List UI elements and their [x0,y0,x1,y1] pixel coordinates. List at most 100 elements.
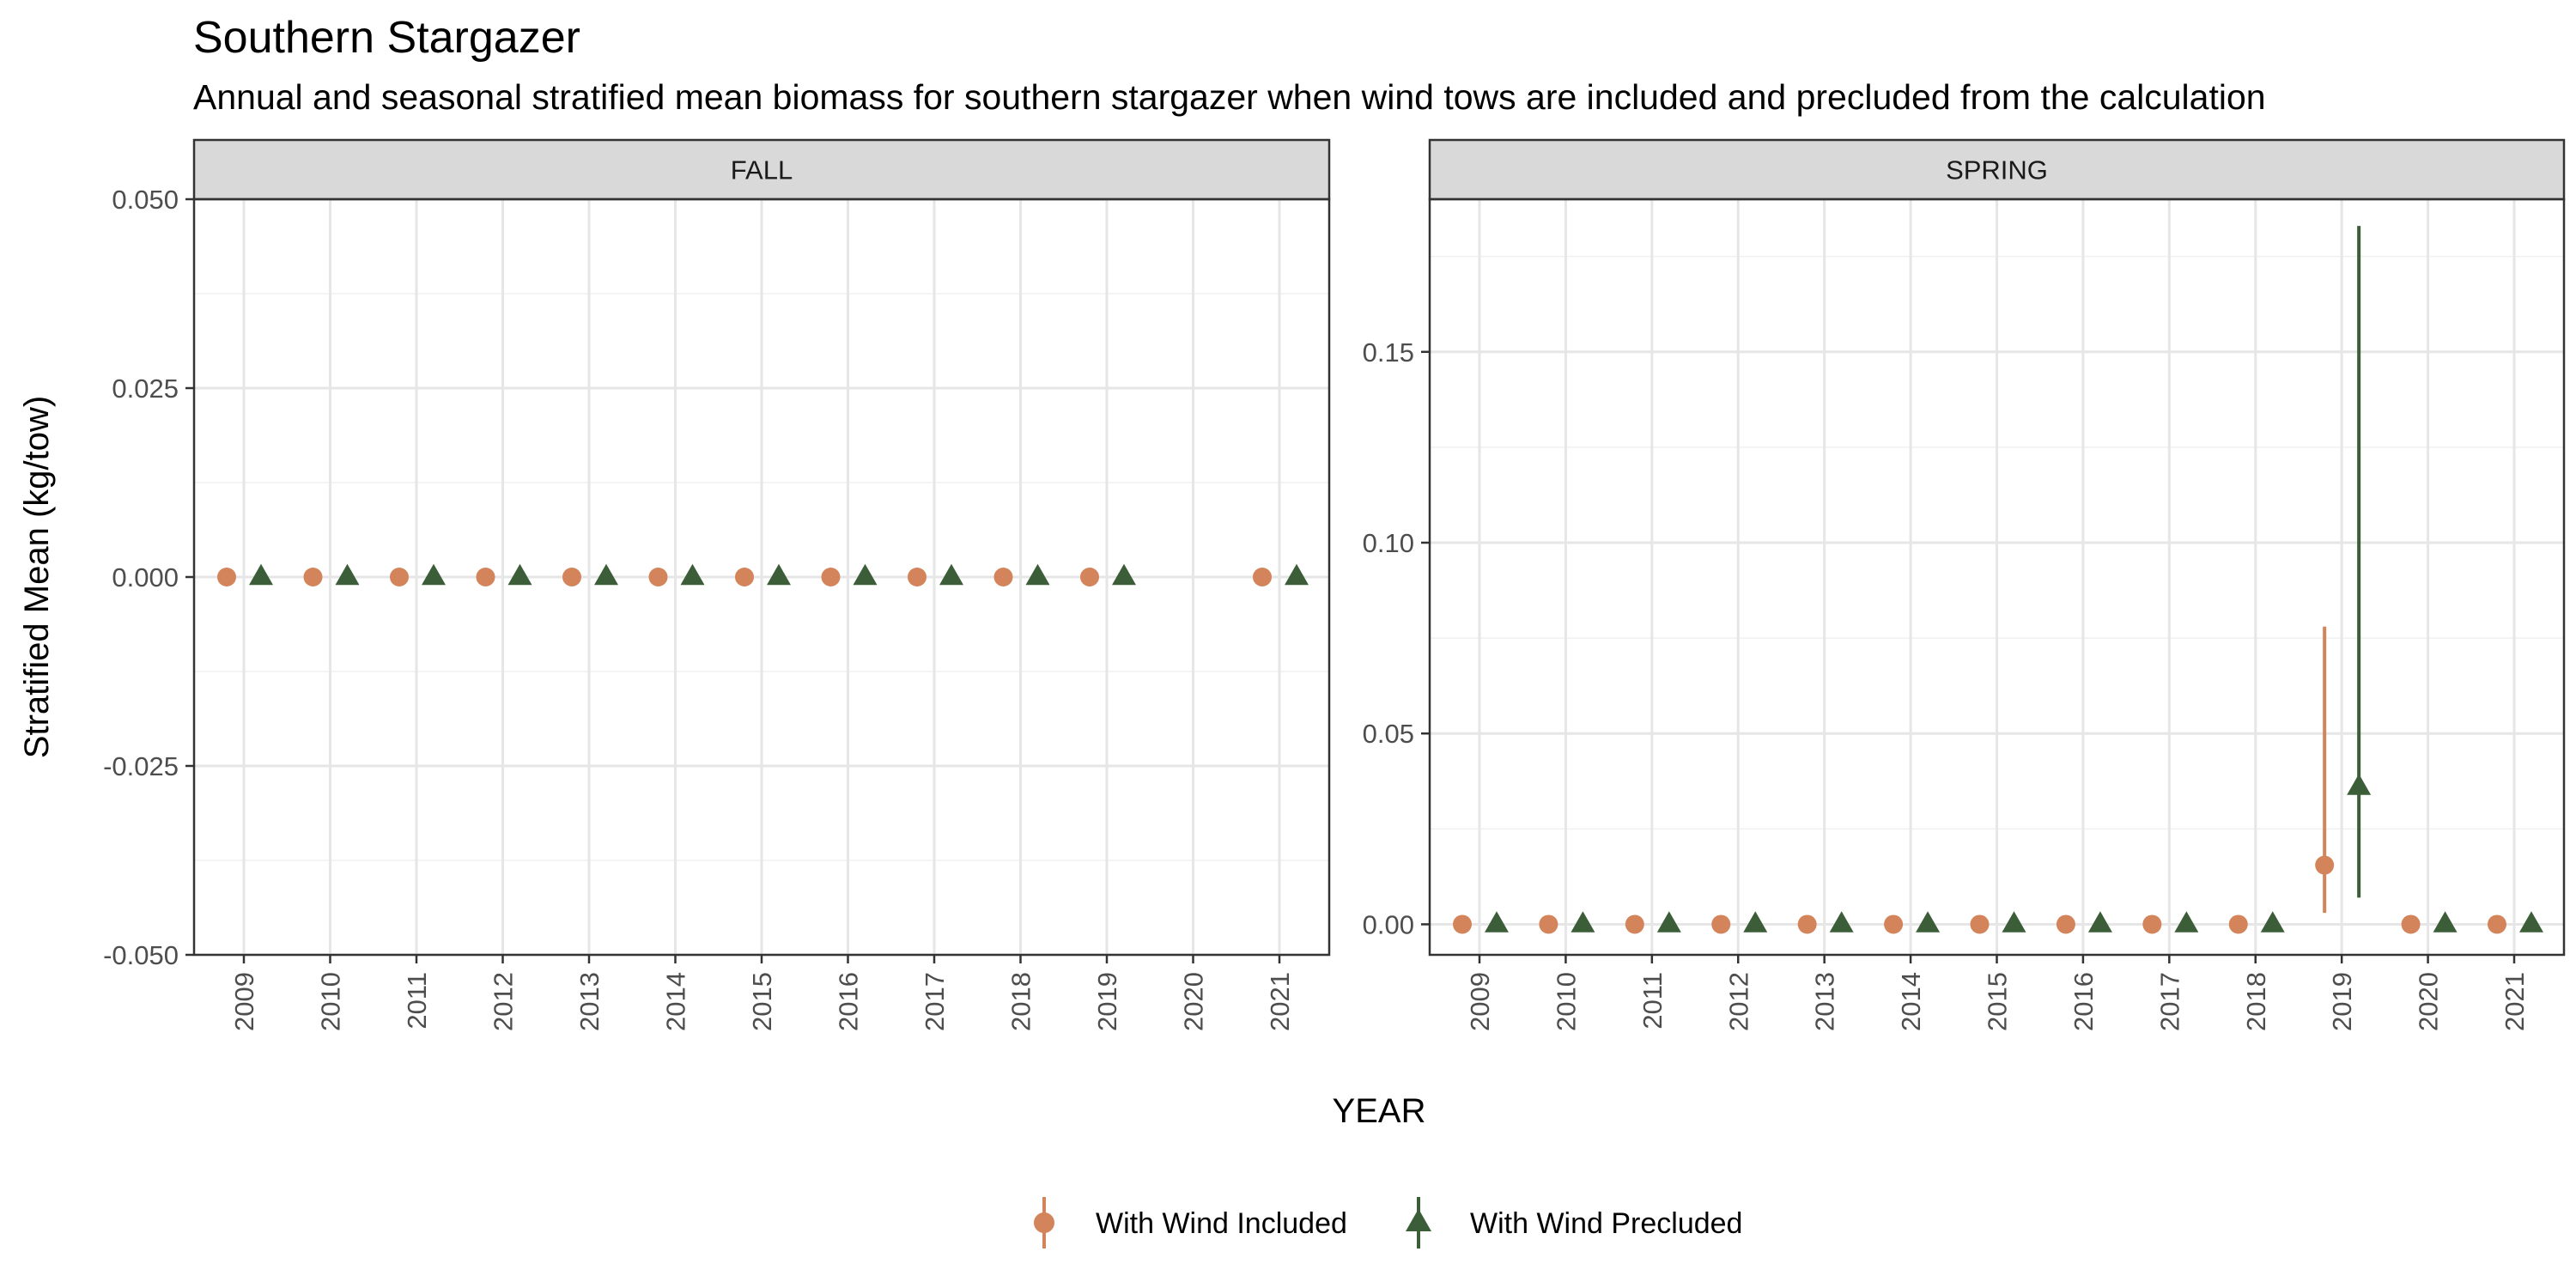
facet-strip [192,138,1331,201]
y-tick-label: 0.10 [1363,528,1414,558]
data-point-with-wind-included [1711,914,1731,934]
data-point-with-wind-included [2488,914,2506,934]
data-point-with-wind-included [562,568,581,586]
data-point-with-wind-precluded [853,563,878,586]
data-point-with-wind-precluded [680,563,705,586]
legend-key-circle [1034,1212,1054,1233]
y-tick-label: 0.15 [1363,337,1414,368]
data-point-with-wind-included [2142,914,2162,934]
y-tick-label: 0.05 [1363,719,1414,749]
x-tick-label: 2009 [229,972,259,1031]
data-point-with-wind-precluded [2174,911,2199,933]
data-point-with-wind-included [2228,914,2248,934]
data-point-with-wind-precluded [2002,911,2026,933]
data-point-with-wind-included [735,568,754,586]
legend-key-triangle [1406,1208,1431,1231]
legend-label: With Wind Included [1096,1207,1347,1240]
x-tick-label: 2014 [661,972,691,1031]
x-tick-label: 2020 [1179,972,1209,1031]
data-point-with-wind-precluded [1571,911,1595,933]
data-point-with-wind-included [1080,568,1099,586]
panel-border [192,197,1331,957]
data-point-with-wind-precluded [594,563,618,586]
data-point-with-wind-included [648,568,668,586]
data-point-with-wind-precluded [1285,563,1309,586]
data-point-with-wind-included [1797,914,1817,934]
data-point-with-wind-precluded [2433,911,2458,933]
data-point-with-wind-precluded [767,563,791,586]
legend-label: With Wind Precluded [1470,1207,1742,1240]
data-point-with-wind-precluded [1829,911,1854,933]
y-tick-label: 0.025 [112,374,179,404]
x-tick-label: 2012 [489,972,519,1031]
data-point-with-wind-included [390,568,409,586]
chart-subtitle: Annual and seasonal stratified mean biom… [193,77,2266,117]
data-point-with-wind-included [217,568,236,586]
data-point-with-wind-precluded [249,563,273,586]
x-tick-label: 2017 [2154,972,2184,1031]
data-point-with-wind-included [2401,914,2421,934]
x-tick-label: 2009 [1465,972,1495,1031]
y-axis-title: Stratified Mean (kg/tow) [18,396,56,758]
facet-label: SPRING [1946,155,2048,185]
data-point-with-wind-precluded [1656,911,1681,933]
x-tick-label: 2011 [1637,972,1668,1030]
data-point-with-wind-included [1453,914,1472,934]
data-point-with-wind-precluded [2519,911,2543,933]
data-point-with-wind-included [993,568,1013,586]
x-tick-label: 2013 [1810,972,1840,1031]
data-point-with-wind-included [1884,914,1904,934]
x-tick-label: 2021 [1265,972,1295,1031]
data-point-with-wind-precluded [1485,911,1509,933]
x-tick-label: 2018 [2241,972,2271,1031]
x-tick-label: 2021 [2500,972,2530,1031]
legend: With Wind Included With Wind Precluded [1034,1197,1742,1249]
data-point-with-wind-included [1970,914,1990,934]
data-point-with-wind-included [908,568,927,586]
panel-border [1428,197,2566,957]
facet-label: FALL [731,155,793,185]
y-tick-label: 0.00 [1363,909,1414,939]
data-point-with-wind-included [1625,914,1644,934]
data-point-with-wind-precluded [335,563,360,586]
x-tick-label: 2019 [1092,972,1122,1031]
x-tick-label: 2015 [747,972,777,1031]
data-point-with-wind-included [2056,914,2075,934]
data-point-with-wind-precluded [939,563,963,586]
x-tick-label: 2016 [2069,972,2099,1031]
y-tick-label: -0.025 [103,751,179,781]
data-point-with-wind-precluded [1025,563,1050,586]
x-tick-label: 2011 [402,972,432,1030]
data-point-with-wind-included [821,568,841,586]
data-point-with-wind-precluded [2260,911,2285,933]
chart-title: Southern Stargazer [193,13,580,63]
data-point-with-wind-precluded [507,563,532,586]
data-point-with-wind-precluded [1743,911,1768,933]
x-tick-label: 2013 [574,972,605,1031]
x-axis-title: YEAR [1333,1092,1426,1130]
panel-fall: -0.050 -0.025 0.000 0.025 0.050 2009 2010 2011 2… [103,138,1331,1031]
data-point-with-wind-precluded [2087,911,2112,933]
data-point-with-wind-precluded [1916,911,1941,933]
data-point-with-wind-included [303,568,323,586]
data-point-with-wind-included [1253,568,1272,586]
x-tick-label: 2016 [834,972,864,1031]
data-point-with-wind-precluded [1112,563,1136,586]
data-point-with-wind-included [1539,914,1558,934]
data-point-with-wind-precluded [422,563,446,586]
x-tick-label: 2018 [1006,972,1036,1031]
data-point-with-wind-included [2315,855,2335,875]
y-tick-label: 0.000 [112,562,179,592]
data-point-with-wind-precluded [2347,774,2372,795]
y-tick-label: 0.050 [112,185,179,215]
x-tick-label: 2020 [2414,972,2444,1031]
x-tick-label: 2010 [1551,972,1581,1031]
x-tick-label: 2012 [1723,972,1753,1031]
y-tick-label: -0.050 [103,940,179,970]
panel-spring: 0.00 0.05 0.10 0.15 2009 2010 2011 2012 2013 2014… [1363,138,2566,1031]
x-tick-label: 2014 [1896,972,1926,1031]
data-point-with-wind-included [476,568,495,586]
x-tick-label: 2010 [316,972,346,1031]
x-tick-label: 2017 [920,972,950,1031]
